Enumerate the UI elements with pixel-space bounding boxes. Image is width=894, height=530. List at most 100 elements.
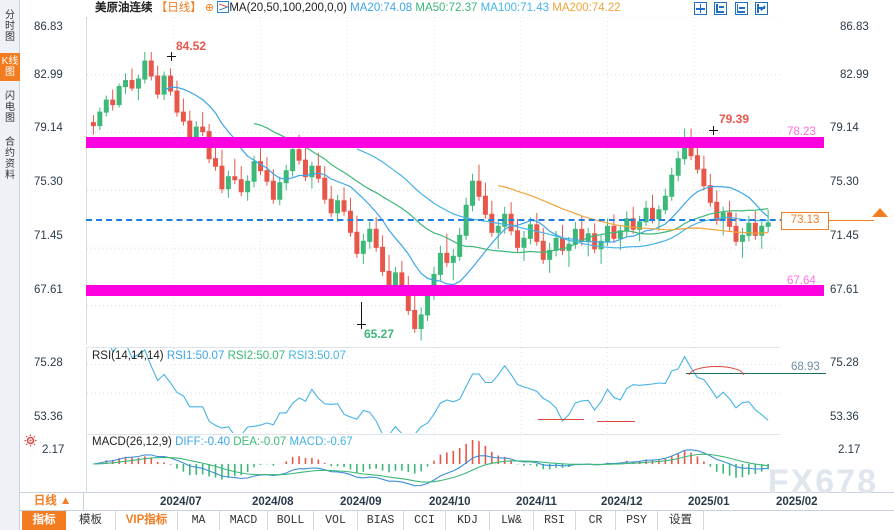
y-axis-right-label: 71.45 bbox=[830, 230, 859, 242]
rsi-axis-right-label: 53.36 bbox=[830, 411, 859, 423]
sidebar-item-label: 闪电图 bbox=[5, 91, 15, 124]
recent-high-crosshair bbox=[709, 126, 718, 135]
y-axis-left-label: 79.14 bbox=[34, 122, 63, 134]
sidebar-item-label: 合约资料 bbox=[5, 137, 15, 181]
toolbar-item-cci[interactable]: CCI bbox=[404, 511, 446, 530]
swing-low-crosshair bbox=[357, 320, 366, 329]
ma200-value: MA200:74.22 bbox=[552, 2, 621, 14]
indicator-toolbar: 指标 模板 VIP指标 MA MACD BOLL VOL BIAS CCI KD… bbox=[20, 511, 894, 530]
sidebar-item-kline[interactable]: K线图 bbox=[0, 53, 20, 81]
sidebar-item-flash[interactable]: 闪电图 bbox=[0, 88, 20, 127]
y-axis-left-label: 71.45 bbox=[34, 230, 63, 242]
measure-left-icon[interactable] bbox=[714, 2, 728, 15]
resistance-band bbox=[86, 137, 824, 148]
x-axis-label: 2024/08 bbox=[252, 496, 294, 508]
rsi1-value: RSI1:50.07 bbox=[166, 350, 225, 362]
toolbar-item-ma[interactable]: MA bbox=[178, 511, 220, 530]
rsi-title-row: RSI(14,14,14) RSI1:50.07 RSI2:50.07 RSI3… bbox=[92, 350, 346, 362]
rsi-axis-right-label: 75.28 bbox=[830, 357, 859, 369]
x-axis-label: 2025/01 bbox=[688, 496, 730, 508]
macd-panel[interactable] bbox=[86, 434, 780, 492]
macd-title: MACD(26,12,9) bbox=[92, 436, 172, 448]
rsi-chart-svg bbox=[87, 348, 780, 433]
swing-low-leader-line bbox=[361, 302, 362, 324]
rsi-title: RSI(14,14,14) bbox=[92, 350, 164, 362]
last-price-connector bbox=[829, 220, 874, 221]
rsi-overbought-label: 68.93 bbox=[791, 361, 820, 373]
macd-macd-value: MACD:-0.67 bbox=[289, 436, 353, 448]
swing-high-label: 84.52 bbox=[176, 39, 207, 53]
price-chart-svg bbox=[87, 17, 780, 345]
sidebar-item-contract-info[interactable]: 合约资料 bbox=[0, 134, 20, 184]
toolbar-item-indicators[interactable]: 指标 bbox=[22, 511, 66, 530]
rsi-marker-line-1 bbox=[538, 419, 584, 420]
resistance-band-label: 78.23 bbox=[787, 126, 816, 138]
rsi-axis-left-label: 75.28 bbox=[34, 357, 63, 369]
last-price-arrow-icon bbox=[872, 208, 888, 217]
toolbar-item-lwr[interactable]: LW& bbox=[490, 511, 534, 530]
y-axis-right-label: 86.83 bbox=[840, 21, 869, 33]
macd-axis-right-label: 2.17 bbox=[838, 444, 861, 456]
x-axis: 2024/07 2024/08 2024/09 2024/10 2024/11 … bbox=[20, 492, 894, 511]
x-axis-label: 2024/12 bbox=[601, 496, 643, 508]
rsi2-value: RSI2:50.07 bbox=[227, 350, 286, 362]
left-sidebar: 分时图 K线图 闪电图 合约资料 bbox=[0, 0, 20, 530]
y-axis-right-label: 82.99 bbox=[840, 69, 869, 81]
toolbar-item-vip[interactable]: VIP指标 bbox=[116, 511, 178, 530]
period-selector-button[interactable]: 日线 ▲ bbox=[22, 493, 84, 510]
macd-axis-left-label: 2.17 bbox=[42, 444, 65, 456]
sidebar-item-time-chart[interactable]: 分时图 bbox=[0, 7, 20, 46]
alert-sun-icon[interactable] bbox=[24, 434, 37, 447]
x-axis-label: 2024/09 bbox=[340, 496, 382, 508]
rsi-panel[interactable] bbox=[86, 347, 780, 433]
support-band-label: 67.64 bbox=[787, 275, 816, 287]
toolbar-item-kdj[interactable]: KDJ bbox=[446, 511, 490, 530]
ma-indicator-icon[interactable] bbox=[217, 1, 230, 13]
toolbar-item-templates[interactable]: 模板 bbox=[66, 511, 116, 530]
rsi3-value: RSI3:50.07 bbox=[288, 350, 346, 362]
toolbar-item-cr[interactable]: CR bbox=[576, 511, 616, 530]
y-axis-right-label: 75.30 bbox=[830, 176, 859, 188]
measure-right-icon[interactable] bbox=[734, 2, 748, 15]
rsi-axis-left-label: 53.36 bbox=[34, 411, 63, 423]
rsi-marker-line-2 bbox=[597, 421, 635, 422]
y-axis-left-label: 75.30 bbox=[34, 176, 63, 188]
last-price-tag[interactable]: 73.13 bbox=[781, 212, 829, 230]
toolbar-item-bias[interactable]: BIAS bbox=[358, 511, 404, 530]
ma100-value: MA100:71.43 bbox=[480, 2, 550, 14]
ma20-value: MA20:74.08 bbox=[350, 2, 413, 14]
crosshair-icon[interactable] bbox=[693, 2, 707, 15]
ma-params-label: MA(20,50,100,200,0,0) bbox=[229, 2, 347, 14]
last-price-dashed-line bbox=[86, 219, 826, 221]
ma50-value: MA50:72.37 bbox=[415, 2, 478, 14]
toolbar-item-settings[interactable]: 设置 bbox=[658, 511, 704, 530]
toolbar-item-macd[interactable]: MACD bbox=[220, 511, 268, 530]
x-axis-label: 2024/11 bbox=[516, 496, 557, 508]
toolbar-item-boll[interactable]: BOLL bbox=[268, 511, 314, 530]
macd-diff-value: DIFF:-0.40 bbox=[175, 436, 231, 448]
x-axis-label: 2025/02 bbox=[776, 496, 818, 508]
y-axis-right-label: 79.14 bbox=[830, 122, 859, 134]
settings-circle-icon[interactable]: ⊕ bbox=[204, 2, 215, 14]
toolbar-item-psy[interactable]: PSY bbox=[616, 511, 658, 530]
y-axis-left-label: 82.99 bbox=[34, 69, 63, 81]
swing-low-label: 65.27 bbox=[364, 327, 395, 341]
toolbar-item-rsi[interactable]: RSI bbox=[534, 511, 576, 530]
macd-chart-svg bbox=[87, 435, 780, 492]
x-axis-label: 2024/07 bbox=[160, 496, 202, 508]
macd-title-row: MACD(26,12,9) DIFF:-0.40 DEA:-0.07 MACD:… bbox=[92, 436, 353, 448]
y-axis-right-label: 67.61 bbox=[830, 284, 859, 296]
x-axis-label: 2024/10 bbox=[429, 496, 471, 508]
y-axis-left-label: 67.61 bbox=[34, 284, 63, 296]
period-label[interactable]: 【日线】 bbox=[155, 2, 202, 14]
rsi-overbought-line bbox=[686, 373, 826, 374]
sidebar-item-label: 分时图 bbox=[5, 10, 15, 43]
header-tool-group bbox=[691, 2, 768, 20]
chart-header: 美原油连续 【日线】 ⊕ MA(20,50,100,200,0,0) MA20:… bbox=[20, 0, 894, 17]
y-axis-left-label: 86.83 bbox=[34, 21, 63, 33]
instrument-name: 美原油连续 bbox=[95, 2, 153, 14]
toolbar-item-vol[interactable]: VOL bbox=[314, 511, 358, 530]
support-band bbox=[86, 285, 824, 296]
expand-right-icon[interactable] bbox=[755, 2, 768, 15]
